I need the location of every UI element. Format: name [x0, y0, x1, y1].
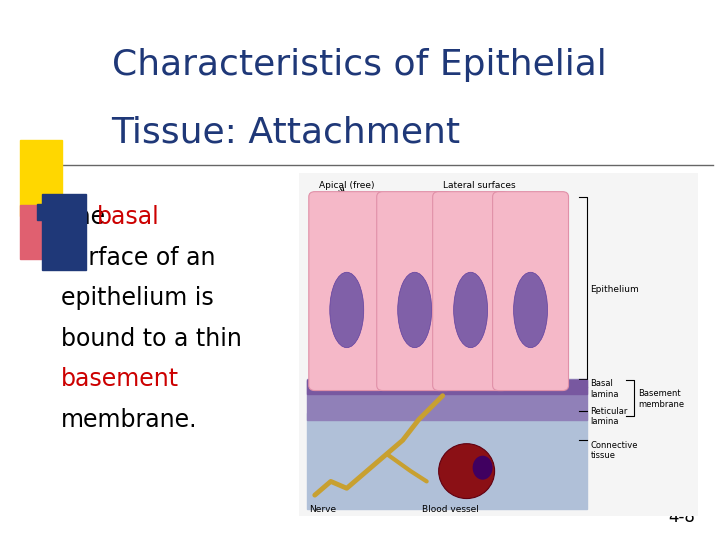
Text: Apical (free)
surface: Apical (free) surface [319, 181, 374, 201]
Text: bound to a thin: bound to a thin [61, 327, 242, 350]
Text: basal: basal [97, 205, 160, 229]
Ellipse shape [454, 272, 487, 348]
Ellipse shape [472, 456, 492, 480]
Text: Reticular
lamina: Reticular lamina [590, 407, 628, 426]
Text: Basal
lamina: Basal lamina [590, 379, 619, 399]
Text: Characteristics of Epithelial: Characteristics of Epithelial [112, 48, 606, 82]
FancyBboxPatch shape [492, 192, 569, 390]
Text: Basal surface: Basal surface [402, 360, 459, 369]
Text: basement: basement [61, 367, 179, 391]
Text: surface of an: surface of an [61, 246, 216, 269]
Bar [20, 140, 62, 216]
Text: Connective
tissue: Connective tissue [590, 441, 638, 460]
Text: Tissue: Attachment: Tissue: Attachment [112, 116, 461, 149]
Bar [42, 194, 86, 270]
FancyBboxPatch shape [433, 192, 508, 390]
Bar [307, 380, 587, 394]
Text: Lateral surfaces: Lateral surfaces [443, 181, 516, 191]
FancyBboxPatch shape [377, 192, 453, 390]
Text: Nerve: Nerve [309, 505, 336, 514]
Text: 4-8: 4-8 [668, 509, 695, 526]
Bar [37, 204, 52, 220]
Ellipse shape [397, 272, 432, 348]
Text: membrane.: membrane. [61, 408, 198, 431]
FancyBboxPatch shape [309, 192, 384, 390]
Text: Basement
membrane: Basement membrane [639, 389, 685, 409]
Bar [307, 379, 587, 420]
Bar [20, 205, 62, 259]
Ellipse shape [330, 272, 364, 348]
Text: epithelium is: epithelium is [61, 286, 214, 310]
Text: Epithelium: Epithelium [590, 285, 639, 294]
Ellipse shape [513, 272, 547, 348]
Text: The: The [61, 205, 113, 229]
Bar [307, 413, 587, 509]
Text: Blood vessel: Blood vessel [422, 505, 479, 514]
Ellipse shape [438, 444, 495, 498]
